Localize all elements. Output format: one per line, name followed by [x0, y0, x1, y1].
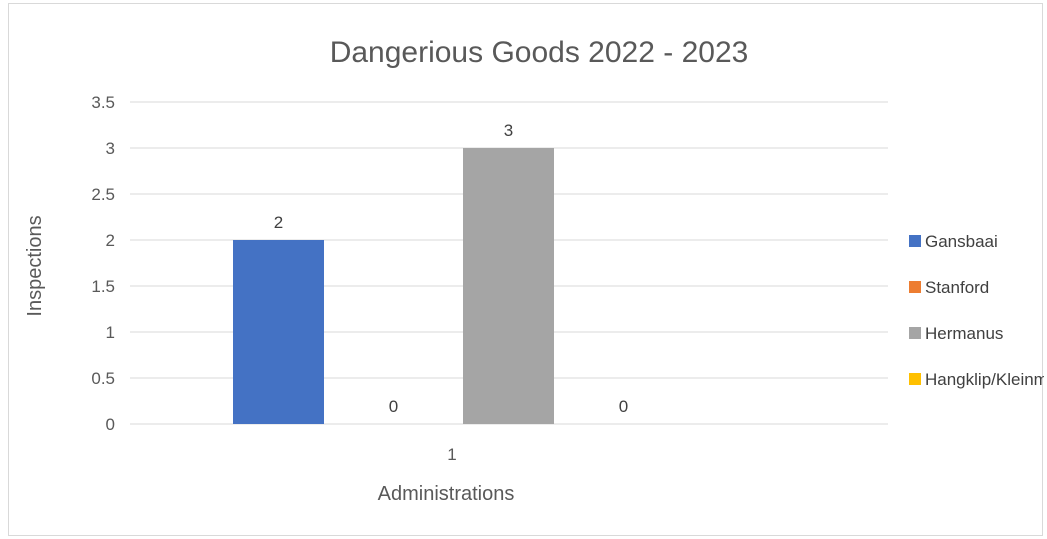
y-tick-label: 3.5 — [91, 93, 115, 112]
legend-swatch — [909, 281, 921, 293]
data-label: 0 — [619, 397, 628, 416]
chart-title: Dangerious Goods 2022 - 2023 — [330, 36, 749, 69]
chart-frame: Dangerious Goods 2022 - 2023 0 0.5 1 1.5 2 2.… — [8, 3, 1043, 536]
legend-item: Stanford — [909, 278, 989, 297]
legend-item: Hangklip/Kleinmond — [909, 370, 1044, 389]
data-label: 3 — [504, 121, 513, 140]
x-axis-title: Administrations — [378, 483, 515, 505]
y-tick-label: 0 — [106, 415, 115, 434]
legend-item: Hermanus — [909, 324, 1003, 343]
legend-swatch — [909, 373, 921, 385]
bar-hermanus — [463, 148, 554, 424]
y-tick-label: 2.5 — [91, 185, 115, 204]
y-tick-label: 0.5 — [91, 369, 115, 388]
legend-swatch — [909, 327, 921, 339]
legend-label: Hangklip/Kleinmond — [925, 370, 1044, 389]
legend-label: Stanford — [925, 278, 989, 297]
data-label: 0 — [389, 397, 398, 416]
x-axis-ticks: 1 — [447, 445, 456, 464]
legend-label: Hermanus — [925, 324, 1003, 343]
legend-item: Gansbaai — [909, 232, 998, 251]
legend-label: Gansbaai — [925, 232, 998, 251]
y-tick-label: 3 — [106, 139, 115, 158]
legend: Gansbaai Stanford Hermanus Hangklip/Kleinmo… — [909, 232, 1044, 389]
data-label: 2 — [274, 213, 283, 232]
legend-swatch — [909, 235, 921, 247]
chart-svg: Dangerious Goods 2022 - 2023 0 0.5 1 1.5 2 2.… — [9, 4, 1044, 537]
y-axis-ticks: 0 0.5 1 1.5 2 2.5 3 3.5 — [91, 93, 115, 434]
y-axis-title: Inspections — [24, 215, 46, 316]
y-tick-label: 1.5 — [91, 277, 115, 296]
x-tick-label: 1 — [447, 445, 456, 464]
y-tick-label: 2 — [106, 231, 115, 250]
bar-gansbaai — [233, 240, 324, 424]
y-tick-label: 1 — [106, 323, 115, 342]
